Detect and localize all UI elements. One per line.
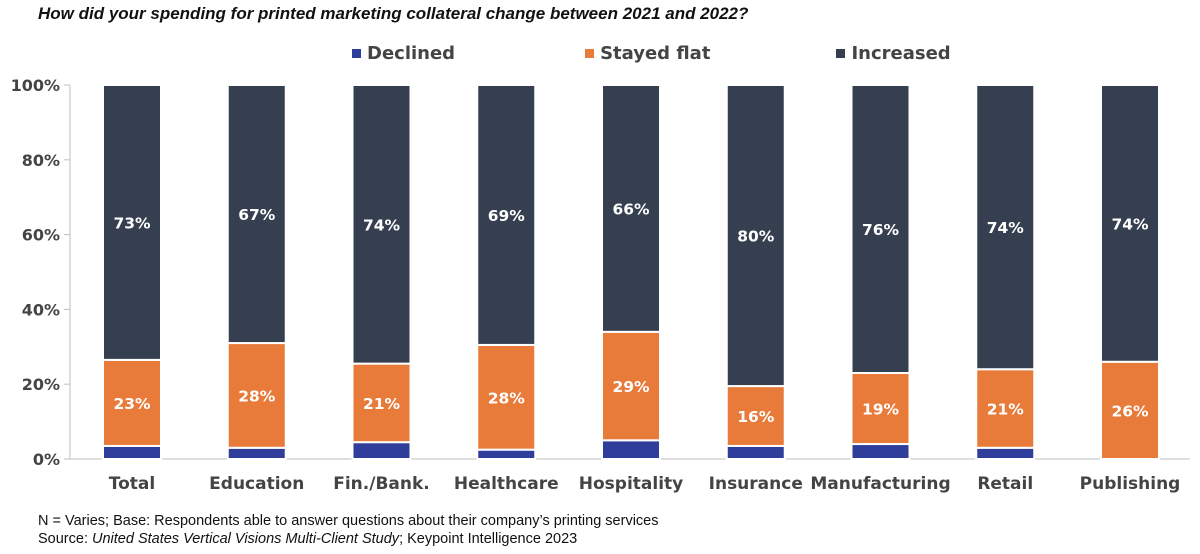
- legend-item-increased: Increased: [836, 42, 951, 64]
- footnote-source-suffix: ; Keypoint Intelligence 2023: [399, 531, 578, 547]
- bar-segment-increased: [601, 84, 661, 333]
- chart-title: How did your spending for printed market…: [38, 4, 749, 23]
- bar-segment-declined: [102, 444, 162, 461]
- bar-segment-stayed-flat: [601, 330, 661, 442]
- legend: Declined Stayed flat Increased: [352, 42, 951, 64]
- bar-segment-declined: [226, 446, 287, 460]
- data-label-increased: 66%: [612, 200, 650, 218]
- y-tick-label: 100%: [11, 76, 60, 95]
- bar-segment-stayed-flat: [725, 385, 786, 447]
- footnote-source: Source: United States Vertical Visions M…: [38, 530, 658, 548]
- y-tick-label: 60%: [22, 226, 60, 245]
- legend-label-stayed-flat: Stayed flat: [600, 42, 711, 64]
- data-label-increased: 67%: [238, 206, 276, 224]
- bar-segment-declined: [975, 446, 1036, 460]
- data-label-increased: 74%: [363, 216, 401, 234]
- footnote-source-study: United States Vertical Visions Multi-Cli…: [92, 531, 400, 547]
- y-tick-label: 20%: [22, 375, 60, 394]
- footnote-source-prefix: Source:: [38, 531, 92, 547]
- footnote: N = Varies; Base: Respondents able to an…: [38, 512, 658, 548]
- x-category-label: Healthcare: [454, 474, 559, 494]
- legend-swatch-increased: [836, 48, 846, 58]
- x-category-label: Manufacturing: [810, 474, 950, 494]
- data-label-stayed-flat: 26%: [1111, 402, 1149, 420]
- data-label-stayed-flat: 21%: [363, 395, 401, 413]
- bar-segment-increased: [850, 84, 911, 374]
- bar-segment-increased: [476, 84, 537, 346]
- data-label-stayed-flat: 28%: [488, 389, 526, 407]
- bar-segment-stayed-flat: [850, 371, 911, 446]
- y-tick-label: 40%: [22, 300, 60, 319]
- legend-item-stayed-flat: Stayed flat: [585, 43, 710, 64]
- data-label-increased: 76%: [862, 221, 900, 239]
- x-category-label: Insurance: [709, 474, 803, 494]
- x-category-label: Retail: [977, 474, 1033, 494]
- legend-item-declined: Declined: [352, 43, 455, 64]
- data-label-stayed-flat: 21%: [987, 401, 1025, 419]
- bar-segment-increased: [1100, 84, 1160, 363]
- x-category-label: Total: [109, 474, 155, 494]
- bar-segment-declined: [850, 443, 911, 461]
- bar-segment-declined: [351, 441, 412, 461]
- bar-segment-stayed-flat: [975, 368, 1036, 449]
- bar-segment-increased: [226, 84, 287, 345]
- data-label-increased: 74%: [987, 219, 1025, 237]
- bar-segment-increased: [975, 84, 1036, 371]
- legend-label-increased: Increased: [851, 42, 951, 64]
- bar-segment-stayed-flat: [476, 343, 537, 451]
- bar-segment-stayed-flat: [351, 362, 412, 444]
- legend-swatch-stayed-flat: [585, 48, 595, 58]
- data-label-stayed-flat: 29%: [612, 378, 650, 396]
- data-label-stayed-flat: 23%: [113, 395, 151, 413]
- y-tick-label: 80%: [22, 151, 60, 170]
- stacked-bar-chart: 0% 20% 40% 60% 80% 100% 23% 73% Total 28% 67% Educa…: [11, 76, 1190, 494]
- bar-segment-increased: [725, 84, 786, 388]
- bar-segment-increased: [102, 84, 162, 361]
- bar-segment-stayed-flat: [226, 342, 287, 449]
- legend-swatch-declined: [352, 48, 361, 58]
- x-category-label: Education: [209, 474, 304, 494]
- legend-label-declined: Declined: [367, 42, 456, 64]
- data-label-increased: 80%: [737, 228, 775, 246]
- x-category-label: Publishing: [1080, 474, 1181, 494]
- data-label-stayed-flat: 28%: [238, 387, 276, 405]
- data-label-stayed-flat: 16%: [737, 408, 775, 426]
- footnote-base: N = Varies; Base: Respondents able to an…: [38, 513, 659, 529]
- x-category-label: Hospitality: [579, 474, 683, 494]
- data-label-stayed-flat: 19%: [862, 401, 900, 419]
- bar-segment-declined: [476, 448, 537, 460]
- bar-segment-increased: [351, 84, 412, 365]
- bar-segment-declined: [725, 444, 786, 461]
- bar-segment-stayed-flat: [102, 358, 162, 447]
- data-label-increased: 69%: [488, 207, 526, 225]
- bar-segment-declined: [601, 439, 661, 460]
- y-tick-label: 0%: [33, 450, 60, 469]
- data-label-increased: 74%: [1111, 215, 1149, 233]
- x-category-label: Fin./Bank.: [333, 474, 430, 494]
- data-label-increased: 73%: [113, 214, 151, 232]
